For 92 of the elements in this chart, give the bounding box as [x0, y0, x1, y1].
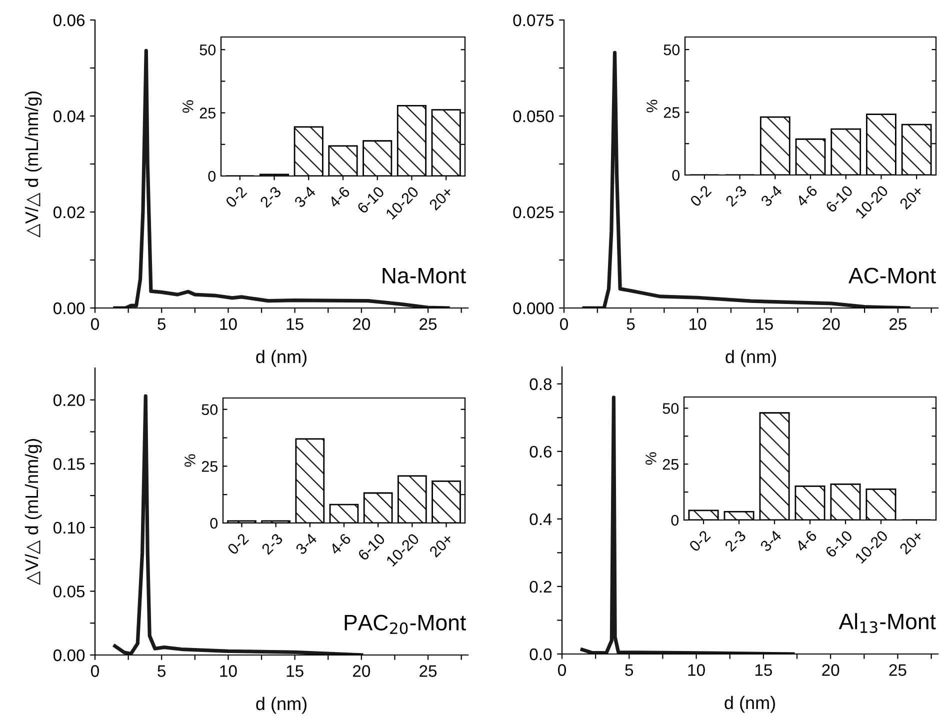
y-tick-label: 0 — [672, 170, 680, 181]
x-tick-label: 3-4 — [294, 186, 316, 208]
y-tick-label: 0.05 — [53, 586, 85, 598]
y-tick-label: 50 — [202, 404, 218, 416]
y-tick-label: 0.050 — [513, 110, 554, 122]
x-tick-label: 10 — [220, 665, 237, 677]
x-tick-label: 25 — [889, 664, 906, 676]
x-tick-label: 25 — [420, 665, 437, 677]
x-tick-label: 6-10 — [825, 184, 854, 214]
y-tick-label: 0.10 — [53, 522, 85, 534]
x-axis-title: d (nm) — [256, 696, 306, 714]
x-axis-title: d (nm) — [726, 350, 776, 367]
y-tick-label: 0.6 — [530, 446, 552, 458]
y-tick-label: 25 — [200, 108, 216, 119]
x-tick-label: 2-3 — [725, 184, 748, 208]
y-axis-title: % — [182, 100, 194, 113]
y-tick-label: 0.0 — [530, 648, 552, 660]
x-tick-label: 3-4 — [760, 184, 783, 208]
x-axis-title: d (nm) — [724, 696, 775, 713]
annotation: PAC$_{20}$-Mont — [344, 614, 466, 634]
y-axis-title: % — [646, 452, 656, 465]
x-tick-label: 10 — [220, 318, 237, 330]
y-tick-label: 0.025 — [513, 206, 554, 218]
y-axis-title: △V/△ d (mL/nm/g) — [24, 439, 42, 586]
y-tick-label: 0.075 — [513, 14, 554, 26]
x-tick-label: 5 — [158, 318, 166, 330]
x-tick-label: 20+ — [428, 532, 454, 558]
x-tick-label: 0 — [558, 664, 566, 676]
x-tick-label: 15 — [286, 318, 304, 330]
x-tick-label: 0-2 — [226, 532, 250, 556]
x-tick-label: 15 — [756, 318, 773, 330]
y-tick-label: 25 — [202, 461, 218, 472]
x-tick-label: 20+ — [898, 530, 924, 555]
x-tick-label: 20 — [353, 318, 370, 330]
annotation: Na-Mont — [382, 268, 466, 284]
annotation: AC-Mont — [848, 268, 936, 284]
x-tick-label: 2-3 — [261, 532, 284, 556]
y-tick-label: 0.20 — [53, 394, 85, 406]
y-tick-label: 0 — [210, 518, 218, 529]
y-axis-title: % — [184, 454, 196, 467]
y-tick-label: 0.4 — [530, 513, 552, 526]
x-tick-label: 0 — [91, 665, 99, 677]
annotation: Al$_{13}$-Mont — [838, 613, 936, 634]
y-tick-label: 0.2 — [530, 580, 552, 593]
x-tick-label: 6-10 — [357, 532, 386, 562]
y-tick-label: 0.8 — [530, 378, 552, 390]
x-tick-label: 10 — [688, 664, 705, 676]
y-tick-label: 0.02 — [53, 206, 84, 218]
x-tick-label: 20 — [353, 665, 370, 677]
x-tick-label: 4-6 — [328, 186, 350, 208]
x-tick-label: 3-4 — [295, 532, 318, 556]
x-tick-label: 5 — [158, 665, 166, 677]
x-tick-label: 2-3 — [724, 530, 746, 552]
x-tick-label: 0 — [560, 318, 568, 330]
x-tick-label: 4-6 — [794, 530, 818, 552]
y-tick-label: 0.04 — [53, 110, 85, 122]
x-tick-label: 0-2 — [688, 530, 711, 552]
y-axis-title: △V/△ d (mL/nm/g) — [24, 92, 42, 238]
x-tick-label: 15 — [755, 664, 772, 676]
x-tick-label: 25 — [420, 318, 437, 330]
y-tick-label: 25 — [662, 458, 678, 470]
y-tick-label: 0 — [208, 170, 216, 182]
x-tick-label: 20+ — [428, 186, 454, 211]
x-tick-label: 20 — [822, 664, 840, 676]
y-axis-title: % — [646, 100, 658, 112]
y-tick-label: 0.000 — [513, 302, 554, 314]
x-tick-label: 0-2 — [690, 184, 712, 208]
x-tick-label: 6-10 — [356, 186, 385, 214]
x-tick-label: 4-6 — [328, 532, 352, 556]
x-tick-label: 5 — [626, 318, 635, 330]
x-tick-label: 2-3 — [259, 186, 282, 208]
y-tick-label: 50 — [662, 403, 679, 414]
x-tick-label: 4-6 — [795, 184, 818, 208]
y-tick-label: 25 — [664, 107, 680, 118]
x-tick-label: 0-2 — [224, 186, 248, 208]
x-tick-label: 5 — [625, 664, 634, 676]
y-tick-label: 0.00 — [53, 649, 85, 662]
x-tick-label: 10 — [690, 318, 706, 330]
y-tick-label: 0.06 — [53, 14, 85, 26]
x-axis-title: d (nm) — [256, 350, 306, 367]
x-tick-label: 20 — [822, 318, 840, 330]
x-tick-label: 20+ — [899, 184, 924, 210]
y-tick-label: 0 — [671, 514, 679, 526]
y-tick-label: 50 — [200, 44, 216, 56]
y-tick-label: 0.00 — [53, 302, 85, 314]
y-tick-label: 0.15 — [53, 458, 85, 470]
x-tick-label: 3-4 — [760, 530, 782, 552]
x-tick-label: 6-10 — [824, 530, 854, 558]
y-tick-label: 50 — [664, 44, 680, 56]
x-tick-label: 25 — [890, 318, 906, 330]
x-tick-label: 0 — [91, 318, 99, 330]
x-tick-label: 15 — [286, 665, 304, 677]
